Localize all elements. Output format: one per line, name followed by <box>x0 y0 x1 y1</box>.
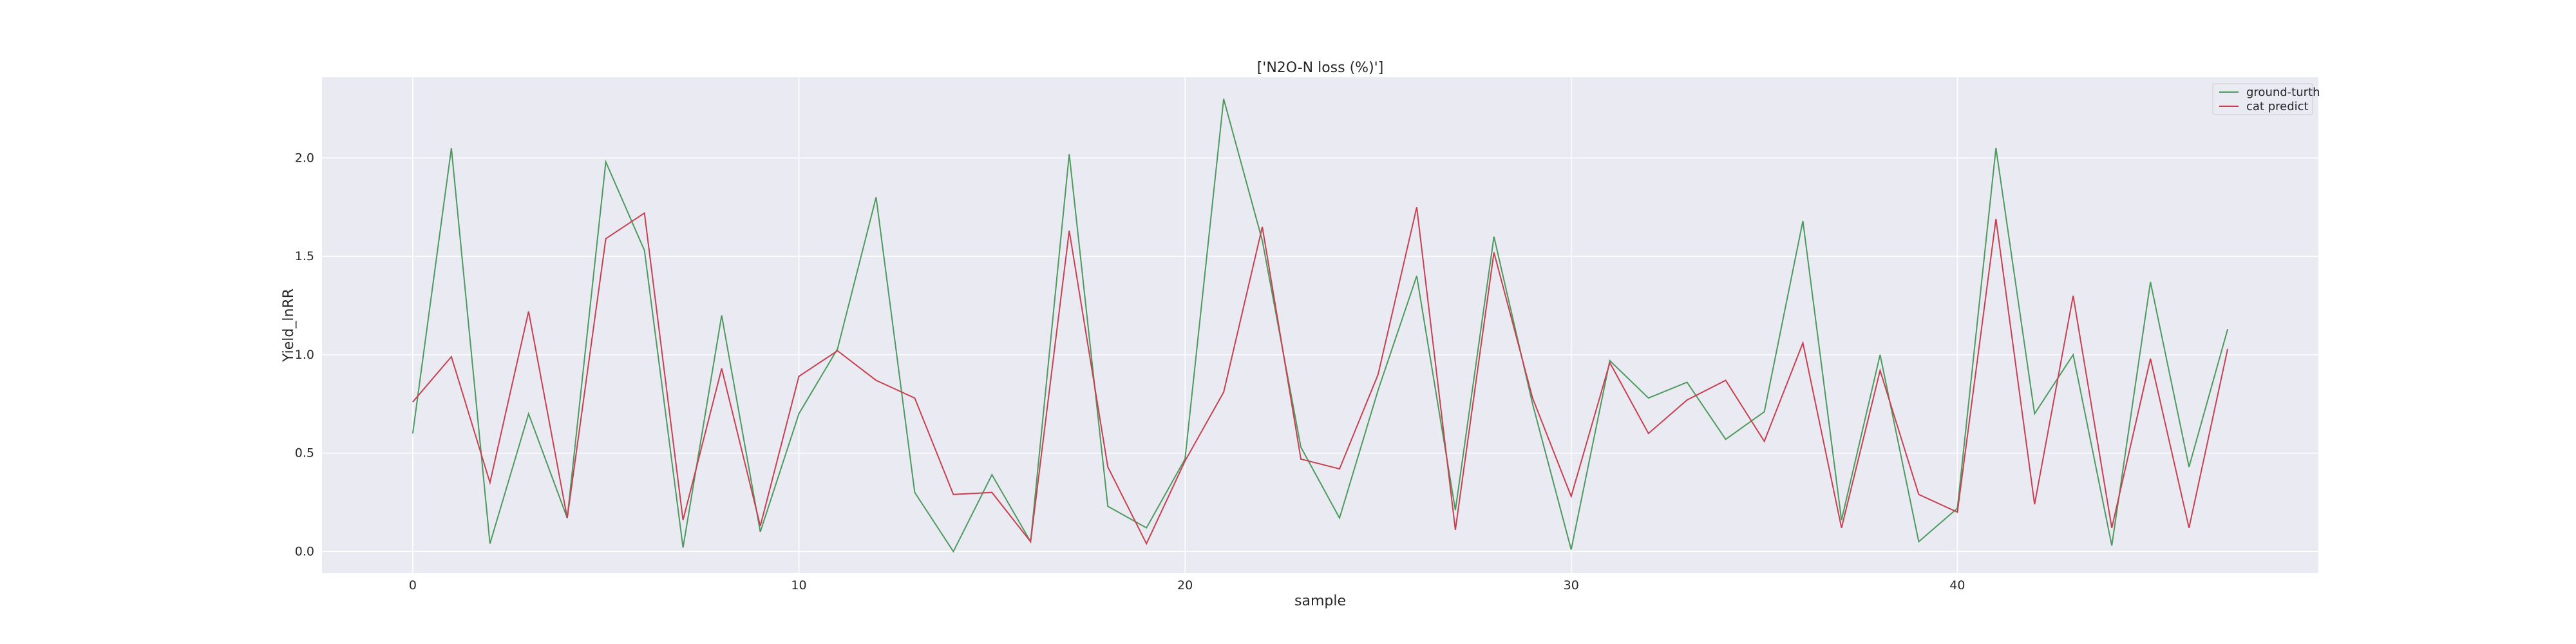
series-line-cat-predict <box>412 207 2229 545</box>
grid <box>322 77 2318 573</box>
y-tick-label: 1.5 <box>295 249 314 263</box>
y-tick-label: 1.0 <box>295 348 314 362</box>
series-layer <box>412 99 2229 553</box>
y-axis-label: Yield_lnRR <box>281 289 297 363</box>
x-axis-label: sample <box>1294 593 1346 609</box>
x-tick-label: 10 <box>791 578 806 592</box>
plot-area <box>322 77 2318 573</box>
tick-labels: 0 10 20 30 40 0.0 0.5 1.0 1.5 2.0 <box>295 151 1965 592</box>
y-tick-label: 0.0 <box>295 544 314 558</box>
chart-title: ['N2O-N loss (%)'] <box>1257 60 1384 76</box>
legend-label-ground-turth: ground-turth <box>2246 86 2320 99</box>
x-tick-label: 40 <box>1949 578 1965 592</box>
legend: ground-turth cat predict <box>2212 83 2320 115</box>
x-tick-label: 0 <box>409 578 417 592</box>
legend-label-cat-predict: cat predict <box>2246 100 2309 113</box>
series-line-ground-turth <box>412 99 2229 553</box>
x-tick-label: 30 <box>1564 578 1579 592</box>
y-tick-label: 2.0 <box>295 151 314 165</box>
y-tick-label: 0.5 <box>295 446 314 460</box>
x-tick-label: 20 <box>1177 578 1193 592</box>
